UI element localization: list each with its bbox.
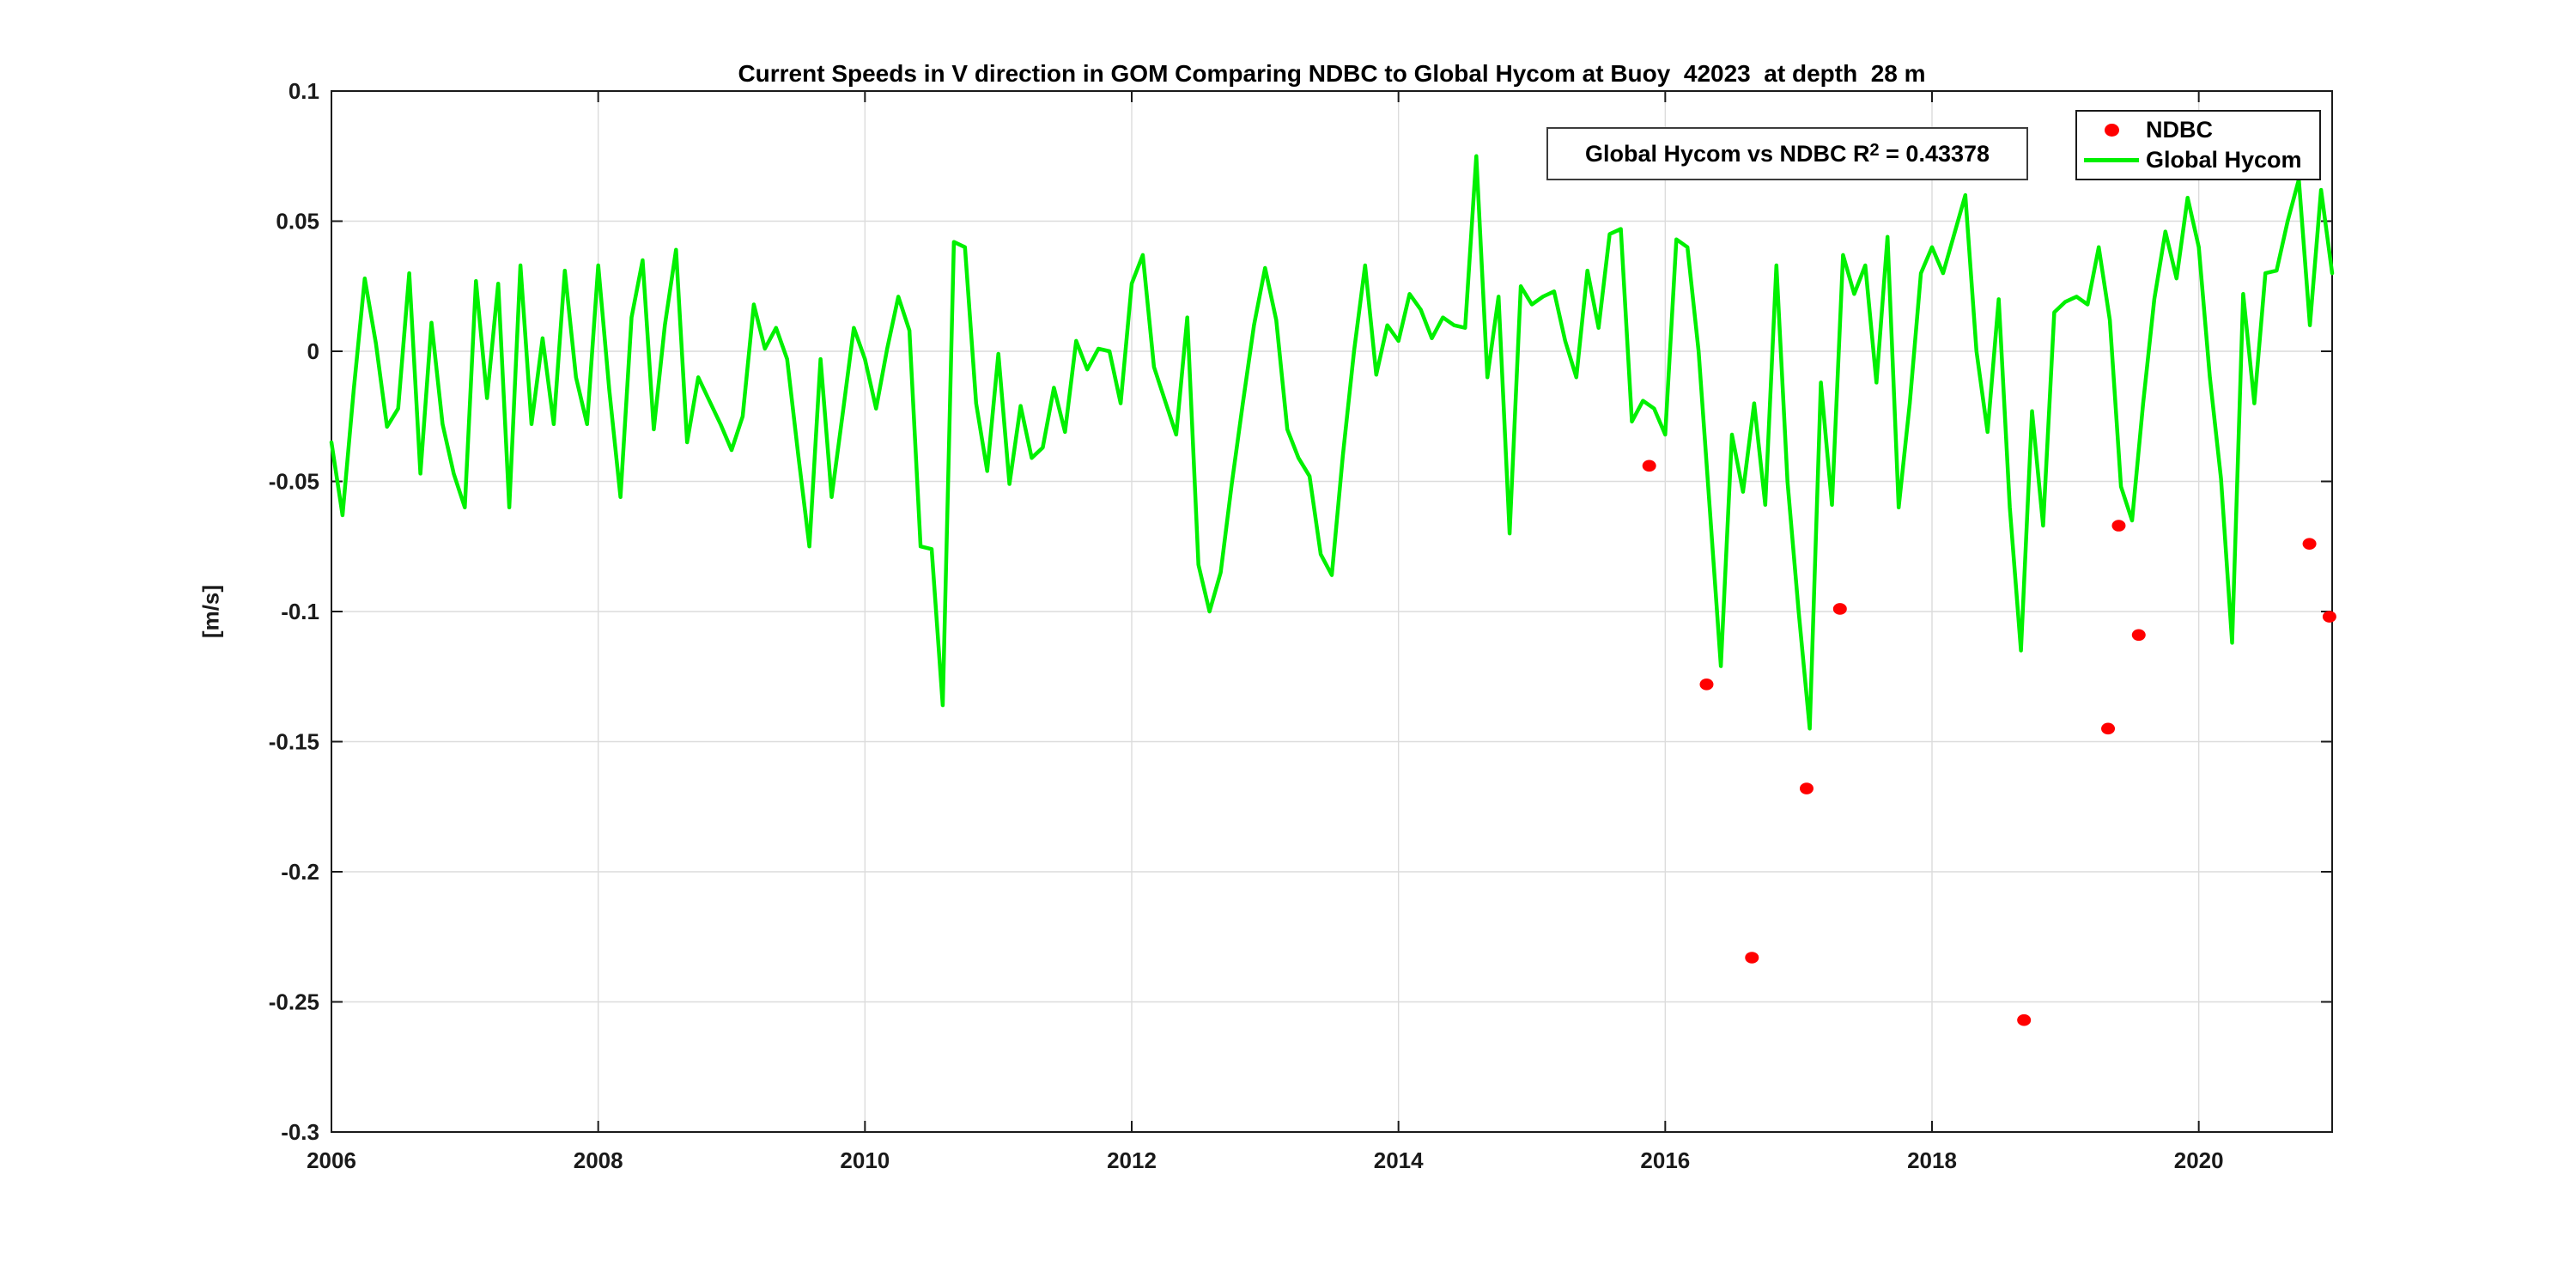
ndbc-data-point (1642, 460, 1656, 472)
x-tick-label: 2014 (1374, 1147, 1424, 1173)
ndbc-data-point (1799, 782, 1814, 794)
y-tick-label: -0.05 (269, 469, 319, 495)
x-tick-label: 2018 (1907, 1147, 1957, 1173)
y-axis-label: [m/s] (197, 584, 224, 639)
ndbc-data-point (2101, 722, 2116, 735)
y-tick-label: 0.1 (289, 78, 319, 104)
legend-item-ndbc: NDBC (2077, 115, 2319, 145)
y-tick-label: -0.2 (281, 859, 319, 885)
hycom-line-icon (2084, 158, 2139, 162)
ndbc-data-point (1832, 603, 1847, 615)
r-squared-text-suffix: = 0.43378 (1879, 140, 1990, 167)
ndbc-data-point (1699, 679, 1714, 691)
ndbc-dot-icon (2104, 124, 2119, 137)
legend-item-global-hycom: Global Hycom (2077, 145, 2319, 175)
ndbc-data-point (2302, 538, 2317, 551)
ndbc-marker-cell (2077, 124, 2146, 137)
y-tick-label: -0.1 (281, 599, 319, 624)
y-tick-label: -0.15 (269, 729, 319, 755)
legend-label-ndbc: NDBC (2146, 117, 2213, 143)
chart-title: Current Speeds in V direction in GOM Com… (738, 60, 1926, 87)
ndbc-data-point (1745, 952, 1759, 964)
ndbc-data-point (2322, 611, 2336, 623)
legend-label-global-hycom: Global Hycom (2146, 147, 2302, 173)
r-squared-text-prefix: Global Hycom vs NDBC R (1584, 140, 1870, 167)
y-tick-label: -0.3 (281, 1119, 319, 1145)
x-tick-label: 2016 (1640, 1147, 1690, 1173)
x-tick-label: 2012 (1107, 1147, 1157, 1173)
ndbc-data-point (2017, 1013, 2032, 1026)
y-tick-label: -0.25 (269, 989, 319, 1015)
y-tick-label: 0.05 (276, 209, 319, 234)
hycom-marker-cell (2077, 158, 2146, 162)
x-tick-label: 2008 (574, 1147, 623, 1173)
x-tick-label: 2006 (307, 1147, 356, 1173)
y-tick-label: 0 (307, 338, 319, 364)
ndbc-data-point (2131, 629, 2146, 642)
x-tick-label: 2020 (2174, 1147, 2224, 1173)
x-tick-label: 2010 (840, 1147, 890, 1173)
legend: NDBC Global Hycom (2075, 110, 2321, 180)
ndbc-data-point (2111, 520, 2126, 532)
hycom-line-series (329, 154, 2335, 731)
